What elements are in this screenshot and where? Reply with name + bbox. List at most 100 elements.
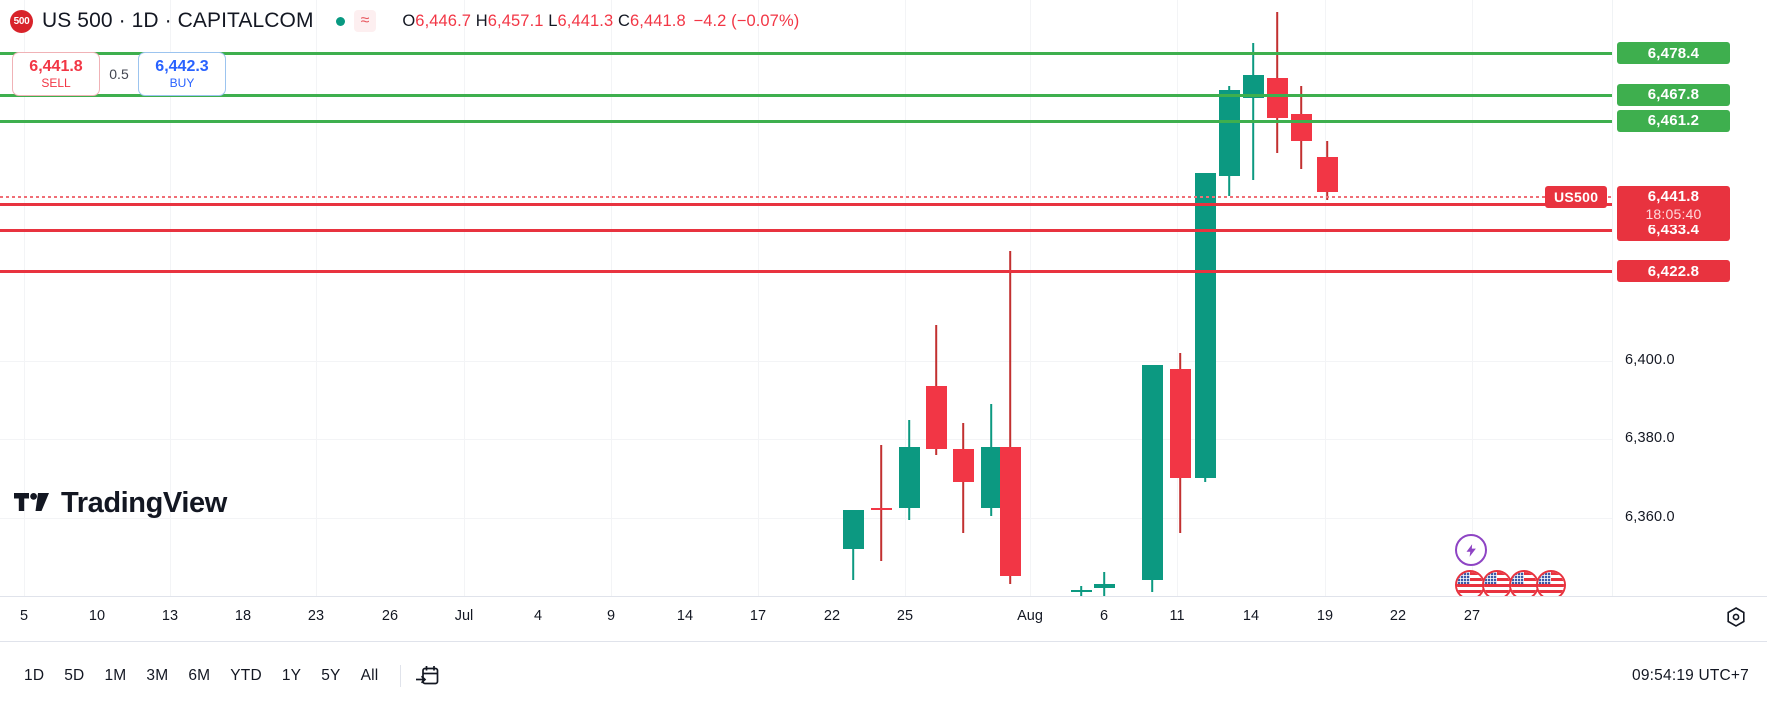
candlestick [1093,0,1115,596]
candlestick [952,0,974,596]
candle-body [1070,590,1092,593]
go-to-date-icon[interactable] [413,662,441,690]
range-button-6m[interactable]: 6M [188,667,211,684]
candle-body [870,507,892,510]
buy-label: BUY [169,75,195,90]
candle-body [1169,368,1191,479]
candlestick [1290,0,1312,596]
time-axis-label: 11 [1169,608,1185,624]
tradingview-logo-icon [14,492,49,511]
price-line[interactable] [0,228,1612,232]
price-line[interactable] [0,202,1612,206]
candlestick [870,0,892,596]
calendar-arrow-glyph [416,666,439,685]
current-symbol-tag: US500 [1545,185,1608,208]
candle-body [842,509,864,549]
time-axis-label: 10 [88,608,106,624]
gridline-vertical [1030,0,1031,596]
candle-wick [1103,572,1105,596]
tradingview-watermark: TradingView [14,487,227,520]
price-line[interactable] [0,270,1612,274]
market-status-dot-icon [335,16,345,26]
candle-body [999,447,1021,577]
price-axis[interactable]: 6,478.46,467.86,461.26,440.06,433.46,422… [1545,0,1767,596]
us-flag-icon[interactable] [1482,570,1512,600]
high-value: 6,457.1 [487,11,544,30]
range-button-all[interactable]: All [360,667,379,684]
gridline-horizontal [0,517,1612,519]
range-button-1m[interactable]: 1M [104,667,127,684]
us-flag-icon[interactable] [1509,570,1539,600]
bottom-toolbar[interactable]: 1D 5D 1M 3M 6M YTD 1Y 5Y All 09:54:19 UTC+7 [0,641,1767,710]
price-line[interactable] [0,52,1612,56]
crosshair-target-icon[interactable] [1725,606,1747,628]
buy-price: 6,442.3 [155,57,209,75]
gridline-horizontal [0,360,1612,362]
candle-body [952,448,974,483]
candle-body [925,386,947,449]
approx-price-badge-icon: ≈ [353,10,377,32]
time-axis-label: 23 [307,608,325,624]
gridline-vertical [611,0,612,596]
candlestick [842,0,864,596]
current-price-value: 6,441.8 [1647,187,1700,205]
candle-wick [1009,250,1011,585]
range-button-5d[interactable]: 5D [64,667,85,684]
chart-canvas[interactable]: TradingView [0,0,1612,600]
candle-body [898,447,920,508]
candlestick [898,0,920,596]
range-button-1y[interactable]: 1Y [281,667,302,684]
candlestick [925,0,947,596]
price-line[interactable] [0,93,1612,97]
candlestick [1070,0,1092,596]
price-tag-green[interactable]: 6,461.2 [1617,109,1730,132]
price-tag-green[interactable]: 6,467.8 [1617,83,1730,106]
time-axis[interactable]: 5 10 13 18 23 26 Jul 4 9 14 17 22 25 Aug 6 11 14 19 22 27 [0,596,1767,642]
price-change: −4.2 (−0.07%) [693,11,800,30]
price-tag-green[interactable]: 6,478.4 [1617,42,1730,65]
candlestick [1218,0,1240,596]
gridline-vertical [1177,0,1178,596]
range-button-3m[interactable]: 3M [146,667,169,684]
time-axis-label: 22 [823,608,841,624]
time-axis-label: 25 [896,608,914,624]
economic-event-flags[interactable] [1455,570,1566,600]
trade-panel[interactable]: 6,441.8 SELL 0.5 6,442.3 BUY [12,52,226,96]
price-axis-label: 6,400.0 [1625,351,1675,368]
price-line[interactable] [0,195,1612,198]
close-label: C [617,11,630,30]
range-button-ytd[interactable]: YTD [230,667,262,684]
candle-body [1290,113,1312,142]
sell-button[interactable]: 6,441.8 SELL [12,52,100,96]
time-axis-label: Aug [1017,608,1043,624]
candlestick [1266,0,1288,596]
gridline-vertical [758,0,759,596]
symbol-title[interactable]: US 500 · 1D · CAPITALCOM [42,9,314,32]
ohlc-values: O6,446.7 H6,457.1 L6,441.3 C6,441.8 −4.2… [402,12,799,31]
time-axis-label: 14 [1242,608,1260,624]
bar-countdown-timer: 18:05:40 [1645,205,1702,222]
gridline-vertical [905,0,906,596]
candle-body [1242,74,1264,99]
lightning-bolt-icon[interactable] [1455,534,1487,566]
candle-body [1266,78,1288,118]
close-value: 6,441.8 [630,11,686,30]
range-button-5y[interactable]: 5Y [321,667,341,684]
price-tag-red[interactable]: 6,422.8 [1617,260,1730,283]
current-price-badge[interactable]: 6,441.8 18:05:40 [1617,185,1730,225]
low-label: L [548,11,558,30]
gridline-vertical [24,0,25,596]
candle-body [1218,90,1240,177]
range-button-1d[interactable]: 1D [24,667,45,684]
candle-body [1194,172,1216,479]
candle-wick [1252,43,1254,181]
buy-button[interactable]: 6,442.3 BUY [138,52,226,96]
candle-body [1141,364,1163,581]
candlestick [999,0,1021,596]
candlestick [1242,0,1264,596]
range-buttons[interactable]: 1D 5D 1M 3M 6M YTD 1Y 5Y All [14,662,388,690]
time-axis-label: 22 [1389,608,1407,624]
gridline-vertical [464,0,465,596]
open-label: O [402,11,416,30]
price-line[interactable] [0,119,1612,123]
